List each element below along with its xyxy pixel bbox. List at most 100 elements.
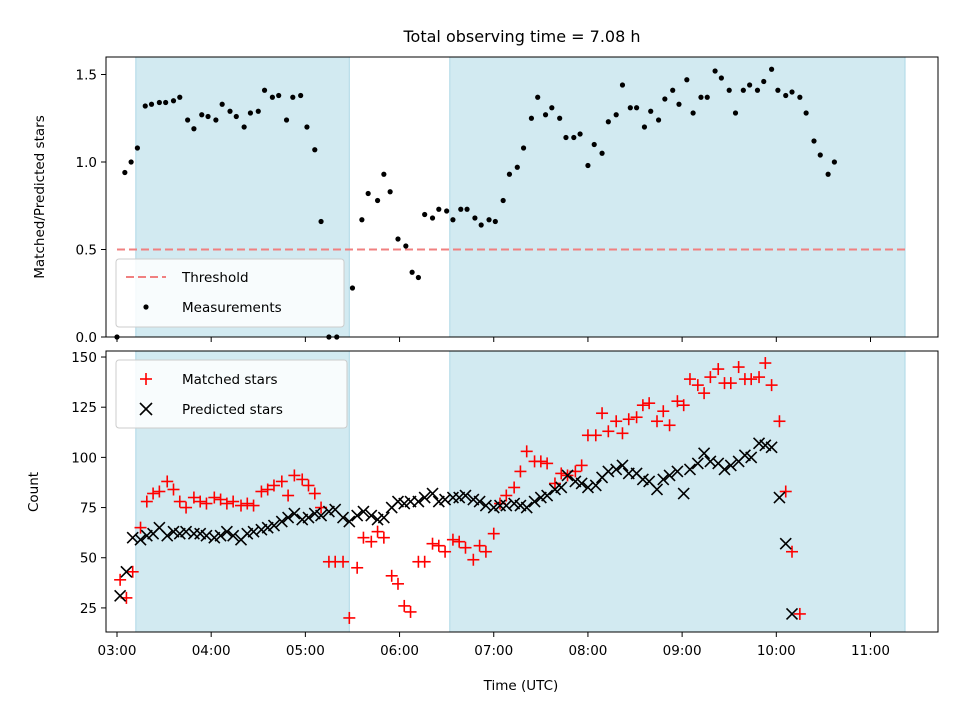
predicted-star-point xyxy=(541,489,554,502)
measurement-point xyxy=(213,117,219,123)
measurement-point xyxy=(831,159,837,165)
matched-star-point xyxy=(467,553,480,566)
top-y-tick-label: 0.0 xyxy=(76,330,97,346)
measurement-point xyxy=(627,105,633,111)
bottom-legend-box xyxy=(115,359,348,429)
matched-star-point xyxy=(114,573,127,586)
matched-star-point xyxy=(282,489,295,502)
predicted-star-point xyxy=(765,441,778,454)
predicted-star-point xyxy=(698,447,711,460)
predicted-star-point xyxy=(412,495,425,508)
predicted-star-point xyxy=(267,519,281,532)
matched-star-point xyxy=(140,495,153,508)
measurement-point xyxy=(492,218,498,225)
predicted-star-point xyxy=(500,499,513,512)
bottom-y-tick-label: 150 xyxy=(71,350,97,366)
matched-star-point xyxy=(235,499,248,512)
matched-star-point xyxy=(241,497,254,510)
matched-star-point xyxy=(622,413,635,426)
measurement-point xyxy=(775,87,781,93)
matched-star-point xyxy=(261,483,274,496)
measurement-point xyxy=(486,217,492,223)
measurement-point xyxy=(761,78,767,85)
measurement-point xyxy=(662,96,668,102)
matched-star-point xyxy=(683,373,696,386)
matched-star-point xyxy=(514,465,527,478)
predicted-star-point xyxy=(650,483,664,496)
predicted-star-point xyxy=(426,487,439,500)
matched-star-point xyxy=(786,545,799,558)
matched-star-point xyxy=(391,577,404,590)
predicted-star-point xyxy=(575,477,588,490)
measurement-point xyxy=(648,108,654,114)
legend-predicted-label: Predicted stars xyxy=(182,402,283,418)
measurement-point xyxy=(349,285,356,291)
bottom-y-tick-label: 125 xyxy=(71,400,97,416)
matched-star-point xyxy=(541,457,554,470)
matched-star-point xyxy=(602,425,615,438)
matched-star-point xyxy=(267,479,280,492)
matched-star-point xyxy=(187,491,200,504)
measurement-point xyxy=(304,124,310,130)
matched-star-point xyxy=(663,419,676,432)
matched-star-point xyxy=(134,521,147,534)
measurement-point xyxy=(458,206,464,212)
matched-star-point xyxy=(432,539,445,552)
matched-star-point xyxy=(753,371,766,384)
matched-star-point xyxy=(636,399,649,412)
matched-star-point xyxy=(473,539,486,552)
x-tick-label: 06:00 xyxy=(380,643,419,659)
x-tick-label: 08:00 xyxy=(568,643,607,659)
measurement-point xyxy=(633,105,640,111)
measurement-point xyxy=(577,131,583,137)
matched-star-point xyxy=(365,535,378,548)
matched-star-point xyxy=(398,599,411,612)
predicted-star-point xyxy=(114,589,127,602)
matched-star-point xyxy=(453,535,466,548)
bottom-plot-frame xyxy=(105,350,939,633)
measurement-point xyxy=(712,68,718,74)
measurement-point xyxy=(395,236,401,242)
predicted-star-point xyxy=(161,529,174,542)
measurement-point xyxy=(233,113,239,120)
top-y-axis-label: Matched/Predicted stars xyxy=(32,115,48,278)
measurement-point xyxy=(655,117,662,123)
predicted-star-point xyxy=(718,463,731,476)
matched-star-point xyxy=(377,531,390,544)
predicted-star-point xyxy=(589,479,602,492)
matched-star-point xyxy=(500,489,513,502)
matched-star-point xyxy=(759,357,772,370)
predicted-star-point xyxy=(377,511,390,524)
measurement-point xyxy=(170,98,177,104)
matched-star-point xyxy=(704,371,717,384)
predicted-star-point xyxy=(365,509,378,522)
measurement-point xyxy=(163,99,169,106)
matched-star-point xyxy=(343,611,356,624)
matched-star-point xyxy=(404,605,417,618)
matched-star-point xyxy=(208,491,221,504)
matched-star-point xyxy=(147,487,160,500)
matched-star-point xyxy=(508,481,521,494)
legend-matched-label: Matched stars xyxy=(182,372,278,388)
measurement-point xyxy=(450,217,456,223)
x-tick-label: 07:00 xyxy=(474,643,513,659)
matched-star-point xyxy=(487,527,500,540)
matched-star-point xyxy=(220,497,233,510)
measurement-point xyxy=(500,197,506,204)
x-tick-label: 09:00 xyxy=(663,643,702,659)
matched-star-point xyxy=(227,495,240,508)
measurement-point xyxy=(817,152,823,158)
measurement-point xyxy=(690,110,696,116)
matched-star-point xyxy=(308,487,321,500)
predicted-star-point xyxy=(657,473,670,486)
predicted-star-point xyxy=(663,469,676,482)
matched-star-point xyxy=(275,475,288,488)
measurement-point xyxy=(605,119,611,125)
predicted-star-point xyxy=(351,509,364,522)
matched-star-point xyxy=(167,483,180,496)
measurement-point xyxy=(563,134,569,141)
predicted-star-point xyxy=(773,491,786,504)
matched-star-point xyxy=(596,407,609,420)
matched-star-point xyxy=(691,379,704,392)
